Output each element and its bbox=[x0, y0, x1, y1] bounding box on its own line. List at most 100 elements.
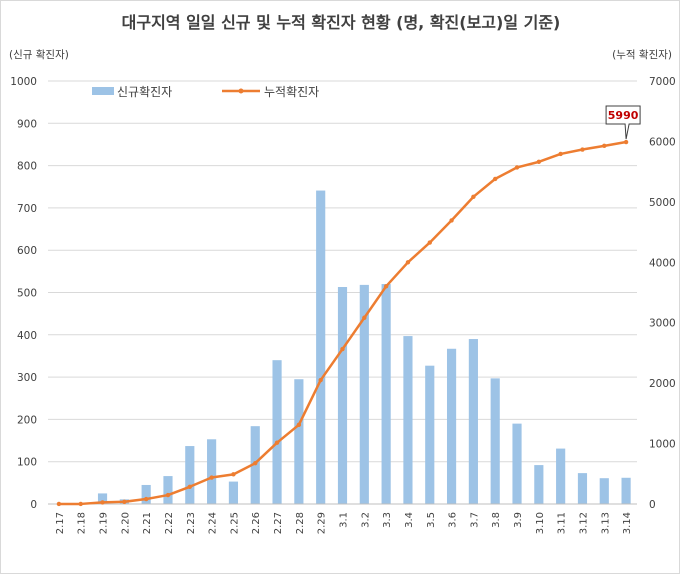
x-tick-label: 2.25 bbox=[229, 512, 240, 534]
bar-3.7 bbox=[469, 339, 478, 504]
right-axis-ticks: 0 1000 2000 3000 4000 5000 6000 7000 bbox=[649, 76, 676, 511]
cumulative-point-3.11 bbox=[558, 152, 562, 156]
right-tick-label: 4000 bbox=[649, 257, 676, 269]
cumulative-point-3.8 bbox=[493, 177, 497, 181]
bar-3.12 bbox=[578, 473, 587, 504]
left-tick-label: 0 bbox=[30, 499, 37, 511]
x-tick-label: 2.22 bbox=[164, 512, 175, 534]
cumulative-point-3.13 bbox=[602, 144, 606, 148]
x-tick-label: 2.19 bbox=[99, 512, 110, 534]
x-tick-label: 2.17 bbox=[55, 512, 66, 534]
right-tick-label: 0 bbox=[649, 499, 656, 511]
left-tick-label: 1000 bbox=[10, 76, 37, 88]
bar-2.25 bbox=[229, 482, 238, 504]
left-tick-label: 100 bbox=[17, 457, 37, 469]
cumulative-point-3.9 bbox=[515, 165, 519, 169]
cumulative-point-3.5 bbox=[428, 240, 432, 244]
bar-3.4 bbox=[403, 336, 412, 504]
x-tick-label: 3.10 bbox=[535, 512, 546, 534]
cumulative-point-3.3 bbox=[384, 284, 388, 288]
bar-2.27 bbox=[272, 360, 281, 504]
x-tick-label: 3.11 bbox=[557, 512, 568, 534]
x-tick-label: 2.27 bbox=[273, 512, 284, 534]
cumulative-point-2.23 bbox=[188, 485, 192, 489]
left-tick-label: 300 bbox=[17, 372, 37, 384]
bar-3.6 bbox=[447, 349, 456, 504]
right-tick-label: 5000 bbox=[649, 197, 676, 209]
x-tick-label: 3.12 bbox=[578, 512, 589, 534]
x-tick-label: 3.14 bbox=[622, 512, 633, 534]
cumulative-point-2.28 bbox=[297, 423, 301, 427]
left-axis-label: (신규 확진자) bbox=[9, 48, 69, 61]
left-tick-label: 200 bbox=[17, 414, 37, 426]
right-tick-label: 7000 bbox=[649, 76, 676, 88]
cumulative-point-3.1 bbox=[340, 347, 344, 351]
left-tick-label: 900 bbox=[17, 118, 37, 130]
bar-3.13 bbox=[600, 478, 609, 504]
x-tick-label: 3.7 bbox=[469, 512, 480, 528]
cumulative-point-3.7 bbox=[471, 195, 475, 199]
cumulative-callout: 5990 bbox=[606, 106, 640, 139]
x-tick-label: 3.9 bbox=[513, 512, 524, 528]
cumulative-point-2.26 bbox=[253, 461, 257, 465]
x-tick-label: 3.5 bbox=[426, 512, 437, 528]
legend: 신규확진자 누적확진자 bbox=[92, 85, 319, 99]
bar-3.10 bbox=[534, 465, 543, 504]
x-tick-label: 3.3 bbox=[382, 512, 393, 528]
right-tick-label: 6000 bbox=[649, 136, 676, 148]
x-tick-label: 2.26 bbox=[251, 512, 262, 534]
left-tick-label: 400 bbox=[17, 330, 37, 342]
right-tick-label: 1000 bbox=[649, 439, 676, 451]
bar-3.11 bbox=[556, 449, 565, 504]
cumulative-point-2.21 bbox=[144, 497, 148, 501]
legend-swatch-new bbox=[92, 87, 114, 95]
x-tick-label: 2.28 bbox=[295, 512, 306, 534]
bar-2.29 bbox=[316, 191, 325, 504]
bar-2.23 bbox=[185, 446, 194, 504]
x-tick-label: 3.8 bbox=[491, 512, 502, 528]
right-tick-label: 2000 bbox=[649, 378, 676, 390]
cumulative-point-2.27 bbox=[275, 440, 279, 444]
cumulative-point-3.2 bbox=[362, 316, 366, 320]
callout-label: 5990 bbox=[608, 109, 639, 122]
cumulative-point-2.22 bbox=[166, 493, 170, 497]
cumulative-point-2.20 bbox=[122, 500, 126, 504]
legend-marker-cumulative bbox=[239, 89, 244, 94]
cumulative-point-3.10 bbox=[537, 160, 541, 164]
bar-3.1 bbox=[338, 287, 347, 504]
left-tick-label: 700 bbox=[17, 203, 37, 215]
right-axis-label: (누적 확진자) bbox=[612, 48, 672, 61]
bar-2.28 bbox=[294, 379, 303, 504]
left-tick-label: 500 bbox=[17, 288, 37, 300]
bar-3.9 bbox=[512, 424, 521, 504]
cumulative-point-2.25 bbox=[231, 472, 235, 476]
cumulative-point-2.18 bbox=[79, 502, 83, 506]
cumulative-point-2.19 bbox=[100, 500, 104, 504]
x-tick-label: 3.4 bbox=[404, 512, 415, 528]
bar-3.8 bbox=[491, 378, 500, 504]
bar-3.3 bbox=[382, 284, 391, 504]
x-tick-label: 2.24 bbox=[208, 512, 219, 534]
cumulative-point-2.17 bbox=[57, 502, 61, 506]
x-tick-label: 2.20 bbox=[120, 512, 131, 534]
cumulative-point-3.4 bbox=[406, 260, 410, 264]
x-tick-label: 3.13 bbox=[600, 512, 611, 534]
left-tick-label: 800 bbox=[17, 161, 37, 173]
x-tick-label: 3.1 bbox=[339, 512, 350, 528]
right-tick-label: 3000 bbox=[649, 318, 676, 330]
bar-2.24 bbox=[207, 439, 216, 504]
cumulative-point-2.24 bbox=[209, 475, 213, 479]
cumulative-point-2.29 bbox=[318, 378, 322, 382]
cumulative-point-3.14 bbox=[624, 140, 628, 144]
bar-3.5 bbox=[425, 366, 434, 504]
cumulative-point-3.12 bbox=[580, 147, 584, 151]
x-tick-label: 2.18 bbox=[77, 512, 88, 534]
cumulative-point-3.6 bbox=[449, 218, 453, 222]
chart-title: 대구지역 일일 신규 및 누적 확진자 현황 (명, 확진(보고)일 기준) bbox=[122, 13, 561, 32]
x-tick-label: 2.23 bbox=[186, 512, 197, 534]
bar-2.22 bbox=[163, 476, 172, 504]
